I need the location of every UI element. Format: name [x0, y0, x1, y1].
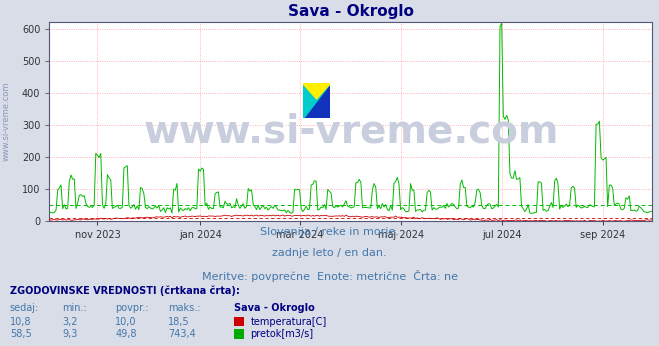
Text: zadnje leto / en dan.: zadnje leto / en dan.: [272, 248, 387, 258]
Text: povpr.:: povpr.:: [115, 303, 149, 313]
Text: maks.:: maks.:: [168, 303, 200, 313]
Text: www.si-vreme.com: www.si-vreme.com: [2, 81, 11, 161]
Text: Meritve: povprečne  Enote: metrične  Črta: ne: Meritve: povprečne Enote: metrične Črta:…: [202, 270, 457, 282]
Text: 58,5: 58,5: [10, 329, 32, 339]
Polygon shape: [302, 83, 330, 99]
Text: 10,8: 10,8: [10, 317, 32, 327]
Text: pretok[m3/s]: pretok[m3/s]: [250, 329, 314, 339]
Text: Sava - Okroglo: Sava - Okroglo: [234, 303, 315, 313]
Text: 10,0: 10,0: [115, 317, 137, 327]
Text: min.:: min.:: [63, 303, 88, 313]
Title: Sava - Okroglo: Sava - Okroglo: [288, 3, 414, 19]
Text: ZGODOVINSKE VREDNOSTI (črtkana črta):: ZGODOVINSKE VREDNOSTI (črtkana črta):: [10, 285, 240, 296]
Text: 3,2: 3,2: [63, 317, 78, 327]
Text: 743,4: 743,4: [168, 329, 196, 339]
Text: sedaj:: sedaj:: [10, 303, 39, 313]
Text: www.si-vreme.com: www.si-vreme.com: [143, 113, 559, 151]
Text: 49,8: 49,8: [115, 329, 137, 339]
Text: 9,3: 9,3: [63, 329, 78, 339]
Polygon shape: [302, 83, 330, 118]
Text: 18,5: 18,5: [168, 317, 190, 327]
Text: temperatura[C]: temperatura[C]: [250, 317, 327, 327]
Polygon shape: [302, 83, 330, 118]
Text: Slovenija / reke in morje.: Slovenija / reke in morje.: [260, 227, 399, 237]
